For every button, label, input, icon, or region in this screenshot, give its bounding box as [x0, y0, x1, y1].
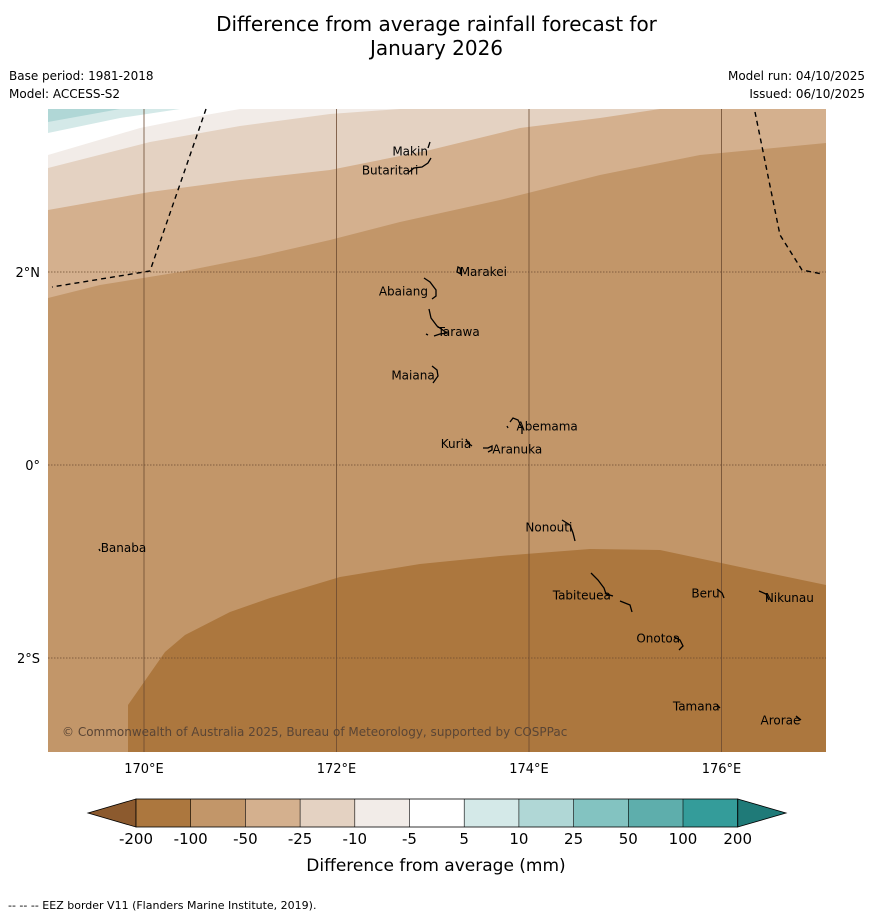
map-title: Difference from average rainfall forecas…	[0, 12, 873, 60]
base-period-text: Base period: 1981-2018	[9, 69, 154, 83]
place-label-onotoa: Onotoa	[636, 632, 680, 646]
axis-labels: 170°E 172°E 174°E 176°E 2°N 0° 2°S	[16, 266, 742, 777]
colorbar-tick-label: 50	[619, 830, 638, 848]
lon-tick-label: 170°E	[124, 762, 164, 777]
place-label-aranuka: Aranuka	[492, 443, 542, 457]
colorbar-tick-label: 25	[564, 830, 583, 848]
colorbar-segment	[190, 799, 246, 827]
colorbar-segment	[409, 799, 465, 827]
colorbar-tick-label: 10	[509, 830, 528, 848]
colorbar-segment	[136, 799, 192, 827]
island-nonouti	[561, 519, 576, 542]
colorbar-tick-label: -100	[174, 830, 208, 848]
colorbar-label: Difference from average (mm)	[306, 856, 565, 876]
colorbar-tick-label: 200	[723, 830, 752, 848]
island-butaritari	[408, 157, 432, 173]
colorbar-extend-low	[86, 798, 137, 828]
colorbar-tick-label: 5	[459, 830, 469, 848]
place-label-abaiang: Abaiang	[379, 284, 428, 298]
place-label-tabiteuea: Tabiteuea	[552, 588, 611, 602]
lat-tick-label: 2°N	[16, 266, 41, 281]
place-label-maiana: Maiana	[391, 368, 434, 382]
island-onotoa	[673, 636, 684, 651]
place-label-beru: Beru	[691, 586, 719, 600]
colorbar-extend-high	[737, 798, 788, 828]
place-labels: Makin Butaritari Marakei Abaiang Tarawa Maian…	[101, 144, 814, 727]
island-banaba	[98, 548, 101, 552]
island-tamana	[716, 704, 721, 709]
colorbar-segment	[464, 799, 520, 827]
colorbar-tick-label: -50	[233, 830, 258, 848]
colorbar-segment	[573, 799, 629, 827]
colorbar-tick-label: 100	[669, 830, 698, 848]
island-makin	[427, 141, 431, 149]
colorbar-segment	[518, 799, 575, 827]
colorbar-segment	[683, 799, 739, 827]
place-label-tarawa: Tarawa	[437, 325, 480, 339]
colorbar: -200 -100 -50 -25 -10 -5 5 10 25 50 100 200	[86, 798, 788, 848]
colorbar-segment	[628, 799, 684, 827]
colorbar-segment	[245, 799, 301, 827]
lat-tick-label: 0°	[25, 459, 40, 474]
colorbar-tick-label: -25	[288, 830, 313, 848]
model-text: Model: ACCESS-S2	[9, 87, 121, 101]
island-tarawa	[425, 308, 449, 337]
place-label-kuria: Kuria	[441, 437, 472, 451]
eez-footnote: -- -- -- EEZ border V11 (Flanders Marine…	[8, 899, 317, 912]
eez-border-east	[754, 111, 823, 275]
island-arorae	[795, 715, 802, 721]
place-label-banaba: Banaba	[101, 541, 147, 555]
colorbar-segment	[354, 799, 410, 827]
island-aranuka	[483, 444, 493, 453]
place-label-arorae: Arorae	[761, 714, 801, 728]
map-title-line2: January 2026	[369, 36, 504, 60]
copyright-text: © Commonwealth of Australia 2025, Bureau…	[62, 725, 567, 739]
model-run-text: Model run: 04/10/2025	[727, 69, 865, 83]
island-tabiteuea	[590, 572, 633, 613]
colorbar-tick-label: -5	[402, 830, 417, 848]
colorbar-tick-label: -10	[343, 830, 368, 848]
island-maiana	[431, 365, 439, 384]
place-label-butaritari: Butaritari	[362, 164, 419, 178]
place-label-nonouti: Nonouti	[525, 521, 572, 535]
eez-border-west	[51, 108, 207, 288]
island-abaiang	[423, 277, 437, 300]
place-label-abemama: Abemama	[516, 419, 577, 433]
lon-tick-label: 176°E	[702, 762, 742, 777]
place-label-nikunau: Nikunau	[765, 591, 814, 605]
map-title-line1: Difference from average rainfall forecas…	[216, 12, 657, 36]
island-marakei	[456, 266, 462, 276]
rainfall-anomaly-fill	[48, 109, 826, 752]
colorbar-tick-label: -200	[119, 830, 153, 848]
place-label-marakei: Marakei	[460, 265, 507, 279]
island-kuria	[465, 438, 473, 447]
island-abemama	[506, 417, 523, 434]
gridlines	[48, 109, 826, 752]
place-label-tamana: Tamana	[672, 699, 720, 713]
meta-right: Model run: 04/10/2025 Issued: 06/10/2025	[728, 67, 865, 103]
lon-tick-label: 172°E	[317, 762, 357, 777]
lat-tick-label: 2°S	[17, 652, 40, 667]
colorbar-frame	[135, 798, 739, 828]
issued-text: Issued: 06/10/2025	[749, 87, 865, 101]
island-outlines	[98, 141, 802, 721]
island-beru	[716, 588, 725, 599]
lon-tick-label: 174°E	[509, 762, 549, 777]
meta-left: Base period: 1981-2018 Model: ACCESS-S2	[9, 67, 154, 103]
island-nikunau	[758, 590, 770, 601]
place-label-makin: Makin	[392, 144, 428, 158]
eez-border	[51, 108, 823, 288]
colorbar-segment	[300, 799, 356, 827]
